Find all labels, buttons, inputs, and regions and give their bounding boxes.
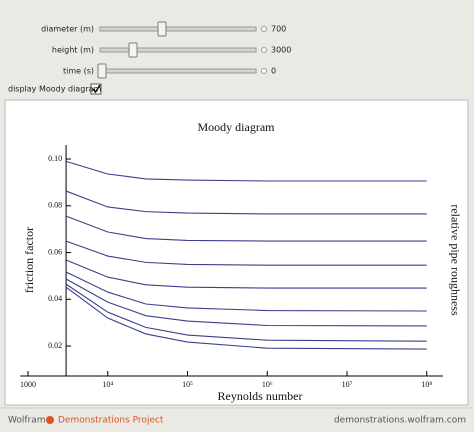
x-tick-label: 10⁶ xyxy=(262,380,273,389)
y2-axis-label: relative pipe roughness xyxy=(448,204,462,316)
chart: 1000 10⁴ 10⁵ 10⁶ 10⁷ 10⁸ 0.02 0.04 0.06 0.08 0.10 M… xyxy=(20,120,462,403)
slider-value: 700 xyxy=(271,25,286,34)
curve xyxy=(65,240,427,266)
curve xyxy=(65,271,427,312)
y-tick-label: 0.02 xyxy=(48,341,62,350)
slider-toggle[interactable] xyxy=(261,68,267,74)
curve xyxy=(65,278,427,327)
x-tick-label: 10⁷ xyxy=(342,380,353,389)
x-axis-label: Reynolds number xyxy=(218,389,303,403)
y-tick-label: 0.08 xyxy=(48,201,62,210)
x-tick-label: 10⁵ xyxy=(182,380,193,389)
slider-thumb[interactable] xyxy=(97,63,107,79)
footer-url[interactable]: demonstrations.wolfram.com xyxy=(334,416,466,426)
curve xyxy=(65,215,427,242)
slider-track[interactable] xyxy=(99,68,257,74)
checkmark xyxy=(92,84,101,94)
footer-project[interactable]: Demonstrations Project xyxy=(58,416,164,426)
checkbox-label: display Moody diagram xyxy=(8,85,101,94)
slider-value: 0 xyxy=(271,67,276,76)
slider-track[interactable] xyxy=(99,26,257,32)
chart-title: Moody diagram xyxy=(198,120,276,134)
curve xyxy=(65,190,427,215)
curve xyxy=(65,283,427,342)
slider-label: time (s) xyxy=(63,67,94,76)
x-tick-label: 10⁴ xyxy=(102,380,113,389)
x-tick-label: 1000 xyxy=(20,380,36,389)
y-axis-label: friction factor xyxy=(22,227,36,293)
curve xyxy=(65,259,427,289)
y-tick-label: 0.10 xyxy=(48,154,62,163)
slider-thumb[interactable] xyxy=(157,21,167,37)
slider-track[interactable] xyxy=(99,47,257,53)
footer-brand: Wolfram xyxy=(8,416,46,426)
slider-thumb[interactable] xyxy=(128,42,138,58)
controls: diameter (m) 700 height (m) 3000 time (s) 0 xyxy=(41,21,291,79)
y-tick-label: 0.04 xyxy=(48,294,62,303)
curve xyxy=(65,160,427,182)
slider-value: 3000 xyxy=(271,46,291,55)
curve xyxy=(65,286,427,350)
slider-toggle[interactable] xyxy=(261,47,267,53)
logo xyxy=(46,416,54,424)
slider-toggle[interactable] xyxy=(261,26,267,32)
y-tick-label: 0.06 xyxy=(48,247,62,256)
slider-label: height (m) xyxy=(52,46,94,55)
checkbox[interactable] xyxy=(90,83,102,95)
chart-area xyxy=(4,99,469,406)
slider-label: diameter (m) xyxy=(41,25,94,34)
x-tick-label: 10⁸ xyxy=(421,380,432,389)
